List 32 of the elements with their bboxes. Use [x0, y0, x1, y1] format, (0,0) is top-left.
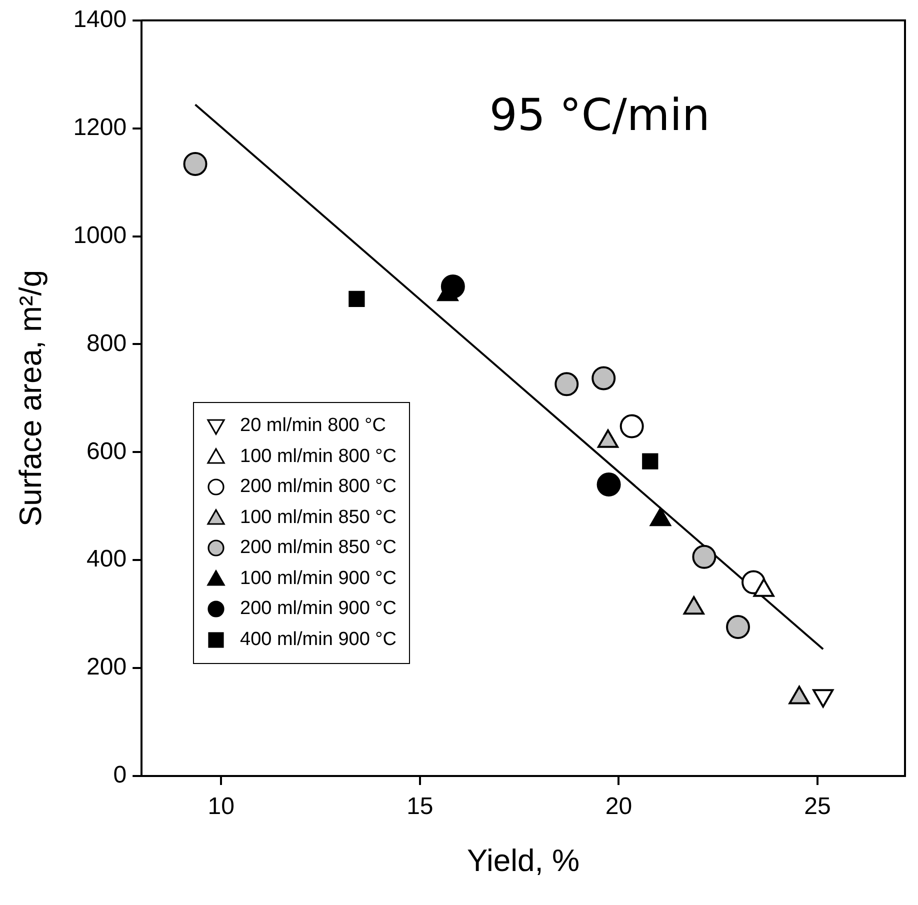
legend-label: 100 ml/min 850 °C [240, 506, 396, 530]
point [692, 544, 716, 569]
y-tick-label: 0 [113, 762, 127, 789]
y-tick-label: 600 [86, 438, 127, 465]
point [348, 290, 365, 307]
legend-label: 200 ml/min 850 °C [240, 536, 396, 560]
y-tick-label: 1400 [73, 6, 127, 34]
y-tick-label: 200 [86, 654, 127, 681]
y-tick-label: 1200 [73, 114, 127, 141]
y-tick-label: 1000 [73, 222, 127, 249]
legend-label: 400 ml/min 900 °C [240, 628, 396, 652]
point [592, 366, 616, 390]
x-tick-label: 10 [208, 793, 234, 820]
legend-label: 200 ml/min 800 °C [240, 475, 396, 499]
x-tick-label: 25 [804, 793, 831, 820]
point [726, 615, 750, 640]
point [596, 472, 621, 497]
x-axis-title: Yield, % [467, 842, 580, 878]
point [183, 152, 208, 176]
legend-label: 100 ml/min 800 °C [240, 444, 396, 468]
point [620, 414, 644, 438]
y-tick-label: 800 [86, 330, 127, 357]
y-axis-title: Surface area, m²/g [13, 270, 48, 527]
legend-label: 20 ml/min 800 °C [240, 414, 386, 438]
point [554, 372, 579, 396]
legend-label: 100 ml/min 900 °C [240, 566, 396, 590]
legend-label: 200 ml/min 900 °C [240, 597, 396, 621]
x-tick-label: 15 [406, 793, 434, 820]
x-tick-label: 20 [605, 793, 632, 820]
annotation: 95 °C/min [489, 90, 710, 141]
point [642, 453, 658, 470]
y-tick-label: 400 [86, 546, 127, 573]
